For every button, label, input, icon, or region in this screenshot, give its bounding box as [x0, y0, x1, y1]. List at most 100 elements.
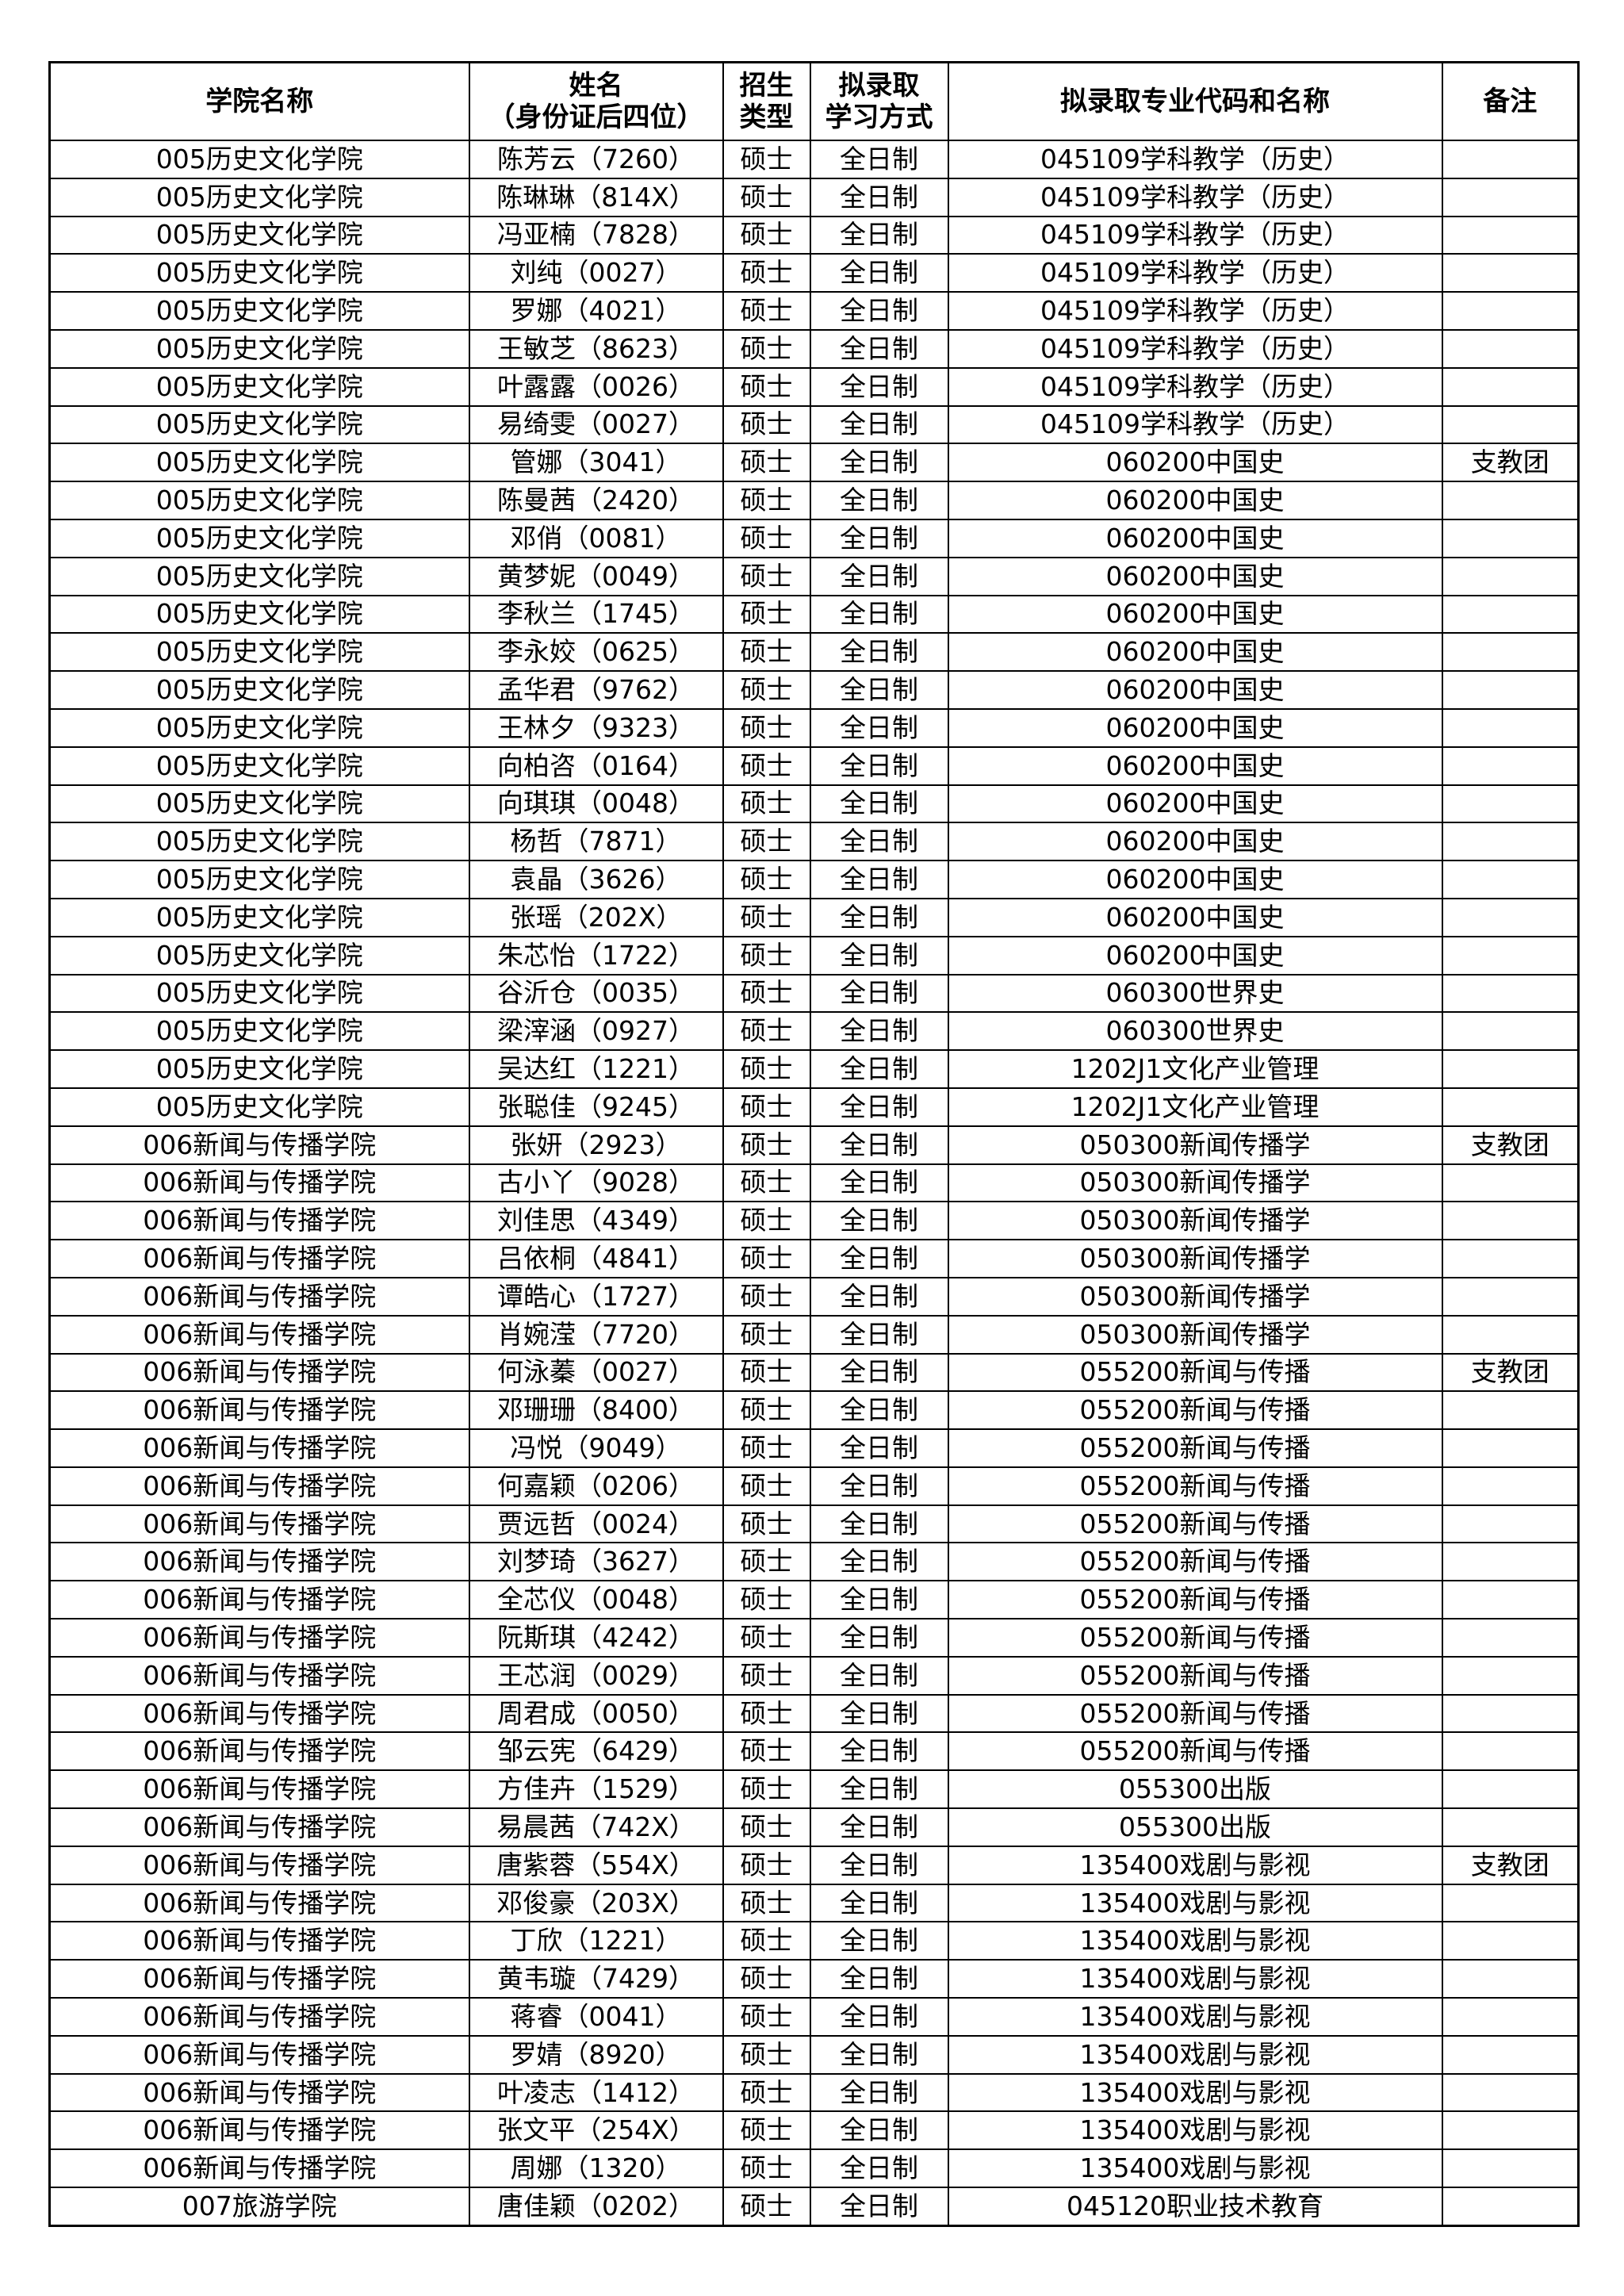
cell-college: 005历史文化学院 — [48, 822, 470, 862]
header-type: 招生 类型 — [722, 61, 811, 141]
cell-major: 060200中国史 — [947, 670, 1443, 710]
cell-mode: 全日制 — [809, 1276, 949, 1317]
cell-mode: 全日制 — [809, 1883, 949, 1923]
cell-note — [1441, 1276, 1580, 1317]
cell-type: 硕士 — [722, 366, 811, 407]
table-row: 005历史文化学院 向琪琪（0048） 硕士 全日制 060200中国史 — [48, 784, 1580, 824]
cell-type: 硕士 — [722, 594, 811, 634]
table-row: 006新闻与传播学院 周娜（1320） 硕士 全日制 135400戏剧与影视 — [48, 2148, 1580, 2189]
cell-major: 135400戏剧与影视 — [947, 1883, 1443, 1923]
cell-mode: 全日制 — [809, 1921, 949, 1961]
cell-mode: 全日制 — [809, 1807, 949, 1847]
cell-mode: 全日制 — [809, 1466, 949, 1506]
cell-college: 005历史文化学院 — [48, 140, 470, 179]
cell-mode: 全日制 — [809, 291, 949, 331]
table-row: 006新闻与传播学院 丁欣（1221） 硕士 全日制 135400戏剧与影视 — [48, 1921, 1580, 1961]
cell-type: 硕士 — [722, 1845, 811, 1885]
table-row: 006新闻与传播学院 蒋睿（0041） 硕士 全日制 135400戏剧与影视 — [48, 1997, 1580, 2037]
table-row: 005历史文化学院 邓俏（0081） 硕士 全日制 060200中国史 — [48, 518, 1580, 558]
cell-type: 硕士 — [722, 1542, 811, 1582]
cell-name: 吴达红（1221） — [468, 1049, 724, 1089]
cell-college: 005历史文化学院 — [48, 481, 470, 520]
cell-name: 罗娜（4021） — [468, 291, 724, 331]
cell-note — [1441, 1239, 1580, 1278]
cell-type: 硕士 — [722, 1580, 811, 1620]
cell-type: 硕士 — [722, 518, 811, 558]
cell-note — [1441, 1428, 1580, 1468]
cell-name: 贾远哲（0024） — [468, 1504, 724, 1544]
cell-college: 005历史文化学院 — [48, 632, 470, 673]
cell-type: 硕士 — [722, 860, 811, 899]
cell-major: 060200中国史 — [947, 518, 1443, 558]
cell-major: 060200中国史 — [947, 822, 1443, 862]
cell-note — [1441, 1087, 1580, 1127]
cell-major: 055300出版 — [947, 1769, 1443, 1810]
cell-college: 005历史文化学院 — [48, 328, 470, 369]
table-row: 005历史文化学院 向柏咨（0164） 硕士 全日制 060200中国史 — [48, 746, 1580, 786]
cell-college: 006新闻与传播学院 — [48, 1959, 470, 1999]
cell-type: 硕士 — [722, 2072, 811, 2113]
cell-mode: 全日制 — [809, 140, 949, 179]
header-name: 姓名 （身份证后四位） — [468, 61, 724, 141]
cell-college: 006新闻与传播学院 — [48, 1807, 470, 1847]
cell-name: 刘佳思（4349） — [468, 1201, 724, 1241]
cell-mode: 全日制 — [809, 1693, 949, 1734]
cell-type: 硕士 — [722, 632, 811, 673]
cell-note — [1441, 2148, 1580, 2189]
cell-name: 孟华君（9762） — [468, 670, 724, 710]
cell-note — [1441, 1580, 1580, 1620]
table-row: 005历史文化学院 王林夕（9323） 硕士 全日制 060200中国史 — [48, 707, 1580, 748]
cell-type: 硕士 — [722, 1314, 811, 1355]
cell-college: 005历史文化学院 — [48, 177, 470, 217]
table-row: 005历史文化学院 杨哲（7871） 硕士 全日制 060200中国史 — [48, 822, 1580, 862]
cell-mode: 全日制 — [809, 215, 949, 255]
cell-major: 060300世界史 — [947, 1011, 1443, 1052]
cell-mode: 全日制 — [809, 2110, 949, 2151]
cell-name: 周君成（0050） — [468, 1693, 724, 1734]
cell-name: 黄梦妮（0049） — [468, 556, 724, 596]
cell-mode: 全日制 — [809, 556, 949, 596]
cell-mode: 全日制 — [809, 328, 949, 369]
table-row: 006新闻与传播学院 古小丫（9028） 硕士 全日制 050300新闻传播学 — [48, 1163, 1580, 1203]
table-row: 006新闻与传播学院 易晨茜（742X） 硕士 全日制 055300出版 — [48, 1807, 1580, 1847]
cell-mode: 全日制 — [809, 253, 949, 293]
cell-name: 管娜（3041） — [468, 443, 724, 483]
cell-college: 006新闻与传播学院 — [48, 1883, 470, 1923]
cell-name: 唐紫蓉（554X） — [468, 1845, 724, 1885]
cell-major: 055200新闻与传播 — [947, 1693, 1443, 1734]
table-row: 006新闻与传播学院 王芯润（0029） 硕士 全日制 055200新闻与传播 — [48, 1655, 1580, 1696]
cell-mode: 全日制 — [809, 1201, 949, 1241]
table-row: 006新闻与传播学院 周君成（0050） 硕士 全日制 055200新闻与传播 — [48, 1693, 1580, 1734]
cell-note — [1441, 784, 1580, 824]
cell-major: 055200新闻与传播 — [947, 1580, 1443, 1620]
cell-type: 硕士 — [722, 1352, 811, 1393]
header-row: 学院名称 姓名 （身份证后四位） 招生 类型 拟录取 学习方式 拟录取专业代码和名称 … — [48, 61, 1580, 141]
cell-note — [1441, 1163, 1580, 1203]
cell-note — [1441, 1011, 1580, 1052]
cell-note — [1441, 1731, 1580, 1772]
cell-major: 135400戏剧与影视 — [947, 1959, 1443, 1999]
cell-type: 硕士 — [722, 404, 811, 445]
cell-type: 硕士 — [722, 1883, 811, 1923]
cell-college: 005历史文化学院 — [48, 1011, 470, 1052]
cell-mode: 全日制 — [809, 1239, 949, 1278]
cell-college: 006新闻与传播学院 — [48, 1731, 470, 1772]
cell-mode: 全日制 — [809, 1087, 949, 1127]
cell-major: 045109学科教学（历史） — [947, 253, 1443, 293]
cell-major: 055200新闻与传播 — [947, 1731, 1443, 1772]
cell-mode: 全日制 — [809, 2187, 949, 2227]
cell-college: 005历史文化学院 — [48, 253, 470, 293]
cell-mode: 全日制 — [809, 594, 949, 634]
cell-college: 006新闻与传播学院 — [48, 1618, 470, 1658]
cell-type: 硕士 — [722, 328, 811, 369]
cell-college: 006新闻与传播学院 — [48, 1163, 470, 1203]
cell-note — [1441, 2034, 1580, 2075]
cell-college: 006新闻与传播学院 — [48, 2072, 470, 2113]
cell-mode: 全日制 — [809, 1390, 949, 1431]
header-type-line2: 类型 — [739, 102, 794, 133]
cell-name: 冯亚楠（7828） — [468, 215, 724, 255]
cell-name: 李永姣（0625） — [468, 632, 724, 673]
cell-type: 硕士 — [722, 784, 811, 824]
cell-type: 硕士 — [722, 670, 811, 710]
table-row: 006新闻与传播学院 邓珊珊（8400） 硕士 全日制 055200新闻与传播 — [48, 1390, 1580, 1431]
